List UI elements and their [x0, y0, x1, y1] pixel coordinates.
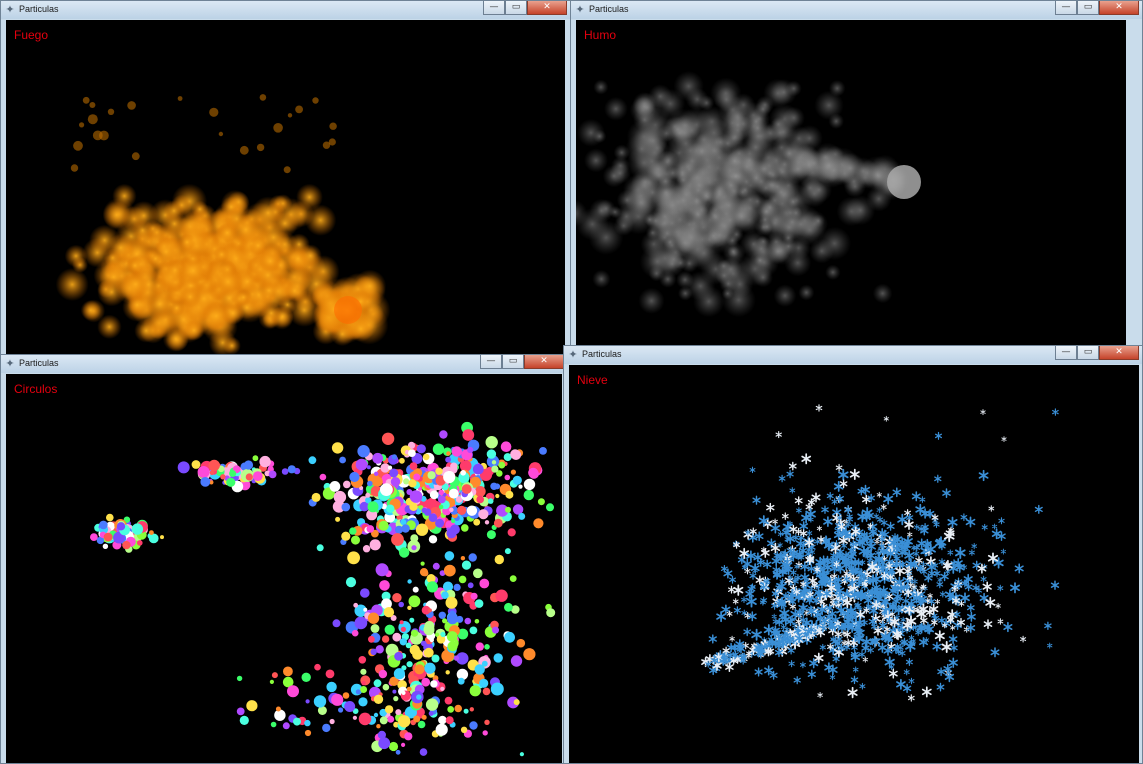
close-button[interactable]: ✕ [1099, 1, 1139, 15]
window-controls: — ▭ ✕ [1055, 346, 1139, 360]
sparkle-icon: ✦ [575, 3, 585, 16]
window-fuego[interactable]: ✦ Particulas — ▭ ✕ Fuego [0, 0, 571, 356]
window-title: Particulas [589, 4, 629, 14]
title-bar[interactable]: ✦ Particulas — ▭ ✕ [564, 346, 1142, 364]
title-bar[interactable]: ✦ Particulas — ▭ ✕ [1, 1, 570, 19]
title-bar[interactable]: ✦ Particulas — ▭ ✕ [571, 1, 1142, 19]
smoke-canvas: Humo [576, 20, 1126, 346]
sparkle-icon: ✦ [568, 348, 578, 361]
maximize-button[interactable]: ▭ [1077, 1, 1099, 15]
effect-label: Nieve [577, 373, 608, 387]
snow-canvas: Nieve [569, 365, 1139, 763]
window-controls: — ▭ ✕ [480, 355, 564, 369]
smoke-particles [576, 71, 921, 318]
minimize-button[interactable]: — [480, 355, 502, 369]
circles-canvas: Circulos [6, 374, 562, 763]
window-title: Particulas [19, 358, 59, 368]
maximize-button[interactable]: ▭ [1077, 346, 1099, 360]
snow-particles [701, 404, 1060, 702]
window-title: Particulas [582, 349, 622, 359]
minimize-button[interactable]: — [483, 1, 505, 15]
sparkle-icon: ✦ [5, 357, 15, 370]
minimize-button[interactable]: — [1055, 346, 1077, 360]
close-button[interactable]: ✕ [524, 355, 564, 369]
window-circulos[interactable]: ✦ Particulas — ▭ ✕ Circulos [0, 354, 568, 764]
maximize-button[interactable]: ▭ [502, 355, 524, 369]
window-controls: — ▭ ✕ [483, 1, 567, 15]
effect-label: Humo [584, 28, 617, 42]
sparkle-icon: ✦ [5, 3, 15, 16]
window-humo[interactable]: ✦ Particulas — ▭ ✕ Humo [570, 0, 1143, 347]
maximize-button[interactable]: ▭ [505, 1, 527, 15]
effect-label: Circulos [14, 382, 58, 396]
close-button[interactable]: ✕ [527, 1, 567, 15]
window-title: Particulas [19, 4, 59, 14]
close-button[interactable]: ✕ [1099, 346, 1139, 360]
effect-label: Fuego [14, 28, 49, 42]
fire-particles [55, 94, 391, 355]
fire-canvas: Fuego [6, 20, 565, 355]
window-nieve[interactable]: ✦ Particulas — ▭ ✕ Nieve [563, 345, 1143, 764]
circle-particles [90, 421, 556, 757]
minimize-button[interactable]: — [1055, 1, 1077, 15]
title-bar[interactable]: ✦ Particulas — ▭ ✕ [1, 355, 567, 373]
window-controls: — ▭ ✕ [1055, 1, 1139, 15]
